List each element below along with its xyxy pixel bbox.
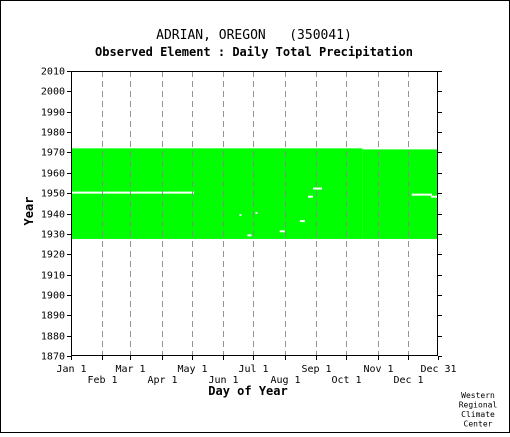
x-tick-label: Feb 1 (87, 375, 117, 386)
missing-data-segment (247, 234, 252, 237)
y-tick-label: 1970 (41, 148, 65, 159)
plot-border (71, 71, 438, 356)
y-tick-label: 1950 (41, 189, 65, 200)
y-tick-label: 1890 (41, 311, 65, 322)
missing-data-segment (71, 191, 195, 194)
missing-data-segment (430, 195, 438, 198)
data-record-block (71, 148, 363, 239)
y-tick-label: 1960 (41, 169, 65, 180)
chart-title: ADRIAN, OREGON (350041) (156, 28, 352, 43)
missing-data-segment (279, 230, 285, 233)
x-tick-label: Sep 1 (301, 364, 331, 375)
x-tick-label: May 1 (177, 364, 207, 375)
y-tick-label: 1880 (41, 332, 65, 343)
y-axis-ticks: 2010 2000 1990 1980 1970 1960 1950 1940 1930 1920… (41, 67, 442, 363)
missing-data-segment (299, 220, 305, 223)
missing-data-segment (255, 211, 258, 214)
missing-data-segment (239, 214, 242, 217)
x-tick-label: Dec 1 (393, 375, 423, 386)
x-axis-label: Day of Year (208, 384, 287, 398)
missing-data-segment (411, 193, 432, 196)
x-tick-label: Jan 1 (56, 364, 86, 375)
x-tick-label: Jun 1 (208, 375, 238, 386)
x-tick-label: Mar 1 (115, 364, 145, 375)
chart-subtitle: Observed Element : Daily Total Precipita… (95, 45, 413, 59)
y-tick-label: 2000 (41, 87, 65, 98)
x-tick-label: Dec 31 (420, 364, 456, 375)
y-tick-label: 1900 (41, 291, 65, 302)
plot-area (71, 71, 438, 356)
x-tick-label: Jul 1 (238, 364, 268, 375)
y-tick-label: 1930 (41, 230, 65, 241)
y-axis-label: Year (22, 197, 36, 226)
y-tick-label: 2010 (41, 67, 65, 78)
credit-line: Regional (459, 401, 498, 410)
y-tick-label: 1990 (41, 108, 65, 119)
x-tick-label: Aug 1 (270, 375, 300, 386)
x-tick-label: Oct 1 (331, 375, 361, 386)
y-tick-label: 1920 (41, 250, 65, 261)
credit-line: Climate (461, 410, 495, 419)
y-tick-label: 1910 (41, 271, 65, 282)
missing-data-segment (312, 187, 323, 190)
x-tick-label: Nov 1 (363, 364, 393, 375)
credit-line: Western (461, 391, 495, 400)
y-tick-label: 1870 (41, 352, 65, 363)
missing-data-segment (307, 195, 313, 198)
x-tick-label: Apr 1 (147, 375, 177, 386)
y-tick-label: 1940 (41, 210, 65, 221)
y-tick-label: 1980 (41, 128, 65, 139)
credit-line: Center (464, 420, 493, 429)
